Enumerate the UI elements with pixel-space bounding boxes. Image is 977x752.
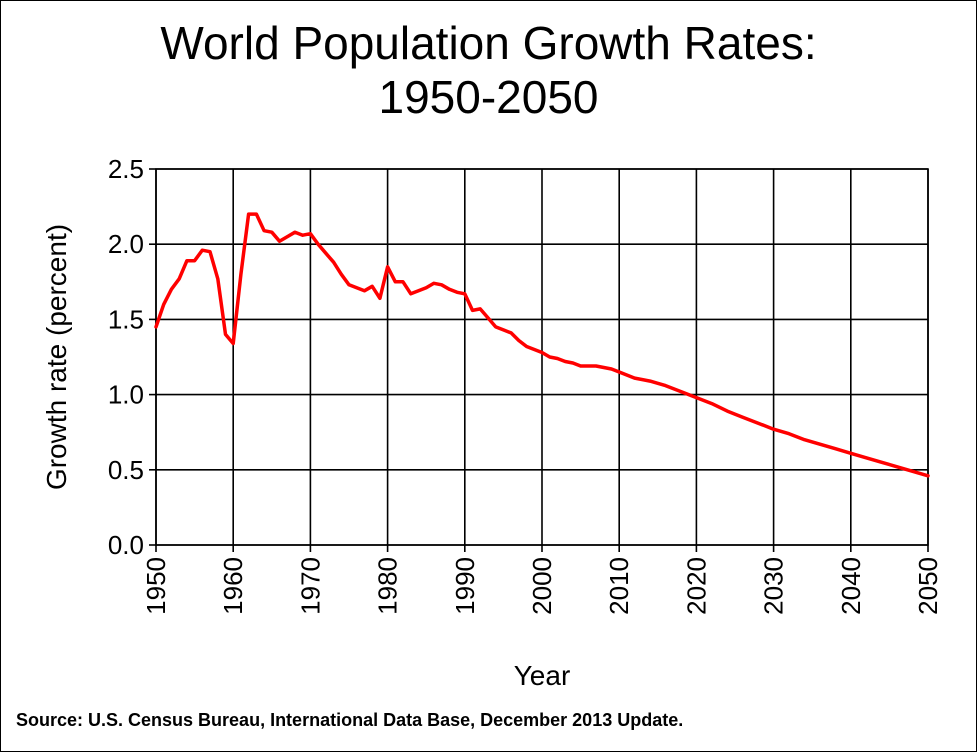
y-tick-labels: 0.0 0.5 1.0 1.5 2.0 2.5 — [108, 154, 144, 560]
x-tick-label: 1950 — [141, 557, 171, 615]
x-tick-label: 2000 — [527, 557, 557, 615]
source-note: Source: U.S. Census Bureau, Internationa… — [16, 710, 684, 730]
x-tick-label: 1990 — [450, 557, 480, 615]
x-tick-label: 1970 — [295, 557, 325, 615]
y-tick-label: 2.5 — [108, 154, 144, 184]
x-tick-labels: 1950 1960 1970 1980 1990 2000 2010 2020 2030 2040… — [141, 557, 943, 615]
x-tick-label: 2050 — [913, 557, 943, 615]
x-tick-label: 2010 — [604, 557, 634, 615]
x-tick-label: 2040 — [836, 557, 866, 615]
chart-title-line1: World Population Growth Rates: — [160, 17, 817, 69]
x-tick-label: 1960 — [218, 557, 248, 615]
series-line — [154, 212, 930, 478]
grid — [149, 168, 929, 552]
chart-title-line2: 1950-2050 — [378, 71, 599, 123]
x-axis-label: Year — [514, 660, 571, 691]
series-group — [154, 212, 930, 478]
y-tick-label: 1.5 — [108, 304, 144, 334]
x-tick-label: 1980 — [373, 557, 403, 615]
y-tick-label: 1.0 — [108, 380, 144, 410]
x-tick-label: 2030 — [759, 557, 789, 615]
chart-title: World Population Growth Rates: 1950-2050 — [0, 16, 977, 124]
y-tick-label: 0.0 — [108, 530, 144, 560]
plot-area-border — [155, 168, 929, 546]
y-tick-label: 0.5 — [108, 455, 144, 485]
y-axis-label: Growth rate (percent) — [41, 224, 72, 490]
y-tick-label: 2.0 — [108, 229, 144, 259]
x-tick-label: 2020 — [681, 557, 711, 615]
